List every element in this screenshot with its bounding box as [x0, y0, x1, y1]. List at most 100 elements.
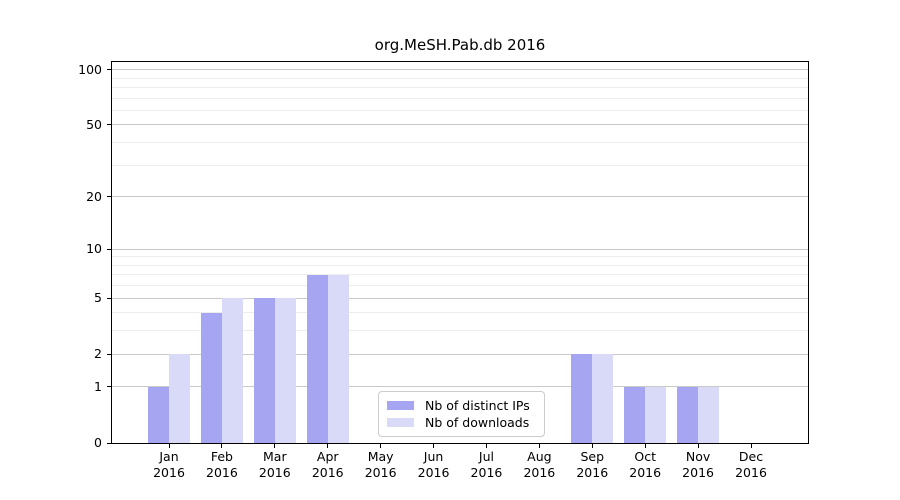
x-tick-year: 2016 [258, 465, 291, 480]
x-tick-year: 2016 [629, 465, 662, 480]
x-tick-mark [274, 444, 276, 448]
minor-gridline [112, 285, 808, 287]
minor-gridline [112, 264, 808, 266]
y-tick-mark [107, 196, 112, 198]
x-tick-label: May 2016 [365, 449, 397, 481]
x-tick-label: Jul 2016 [471, 449, 503, 481]
bar-distinct-ips [148, 386, 169, 443]
x-tick-month: Aug [527, 449, 552, 464]
minor-gridline [112, 164, 808, 166]
bar-downloads [592, 354, 614, 443]
x-tick-month: Mar [263, 449, 287, 464]
bar-distinct-ips [624, 386, 646, 443]
major-gridline [112, 248, 808, 250]
x-tick-year: 2016 [206, 465, 238, 480]
y-tick-label: 5 [94, 290, 102, 306]
bar-distinct-ips [677, 386, 699, 443]
x-tick-month: Nov [685, 449, 711, 464]
legend: Nb of distinct IPs Nb of downloads [378, 391, 545, 437]
x-tick-mark [591, 444, 593, 448]
x-tick-year: 2016 [523, 465, 556, 480]
y-tick-mark [107, 386, 112, 388]
plot-area [111, 61, 809, 444]
legend-label-downloads: Nb of downloads [425, 415, 530, 431]
x-tick-mark [644, 444, 646, 448]
major-gridline [112, 196, 808, 198]
y-tick-label: 10 [86, 241, 102, 256]
x-tick-label: Sep 2016 [576, 449, 608, 481]
x-tick-month: Sep [580, 449, 605, 464]
minor-gridline [112, 330, 808, 332]
x-tick-month: Oct [634, 449, 656, 464]
x-tick-year: 2016 [153, 465, 185, 480]
x-tick-month: Apr [316, 449, 339, 464]
bar-distinct-ips [306, 274, 328, 443]
x-tick-year: 2016 [735, 465, 767, 480]
x-tick-year: 2016 [417, 465, 450, 480]
x-tick-mark [168, 444, 170, 448]
y-tick-label: 100 [78, 61, 102, 77]
minor-gridline [112, 86, 808, 88]
x-tick-month: Dec [738, 449, 764, 464]
bar-distinct-ips [253, 298, 275, 443]
x-tick-year: 2016 [311, 465, 344, 480]
x-tick-mark [485, 444, 487, 448]
minor-gridline [112, 274, 808, 276]
minor-gridline [112, 109, 808, 111]
minor-gridline [112, 97, 808, 99]
y-tick-label: 0 [94, 435, 102, 450]
minor-gridline [112, 312, 808, 314]
bar-distinct-ips [200, 312, 222, 443]
x-tick-label: Jun 2016 [418, 449, 450, 481]
bar-distinct-ips [571, 354, 593, 443]
bar-downloads [645, 386, 667, 443]
legend-entry-downloads: Nb of downloads [387, 415, 536, 430]
major-gridline [112, 124, 808, 126]
major-gridline [112, 69, 808, 71]
x-tick-month: Feb [210, 449, 233, 464]
chart-title: org.MeSH.Pab.db 2016 [374, 36, 546, 54]
bar-downloads [698, 386, 720, 443]
bar-downloads [221, 298, 243, 443]
x-tick-mark [327, 444, 329, 448]
bar-downloads [169, 354, 190, 443]
y-tick-mark [107, 297, 112, 299]
x-tick-mark [433, 444, 435, 448]
x-tick-year: 2016 [364, 465, 397, 480]
x-tick-month: May [367, 449, 394, 464]
minor-gridline [112, 77, 808, 79]
x-tick-year: 2016 [682, 465, 714, 480]
x-tick-year: 2016 [470, 465, 503, 480]
x-tick-mark [697, 444, 699, 448]
x-tick-mark [221, 444, 223, 448]
x-tick-year: 2016 [576, 465, 609, 480]
legend-entry-distinct-ips: Nb of distinct IPs [387, 398, 536, 413]
legend-swatch-distinct-ips [387, 400, 414, 410]
x-tick-label: Apr 2016 [312, 449, 344, 481]
x-tick-label: Nov 2016 [682, 449, 714, 481]
x-tick-label: Feb 2016 [206, 449, 238, 481]
x-tick-month: Jun [423, 449, 444, 464]
bar-downloads [327, 274, 349, 443]
y-tick-label: 1 [94, 378, 102, 394]
y-tick-mark [107, 248, 112, 250]
minor-gridline [112, 142, 808, 144]
y-tick-label: 2 [94, 346, 102, 362]
y-tick-mark [107, 442, 112, 444]
y-tick-mark [107, 353, 112, 355]
x-tick-month: Jan [159, 449, 179, 464]
y-tick-label: 20 [86, 188, 102, 204]
x-tick-label: Jan 2016 [153, 449, 185, 481]
major-gridline [112, 297, 808, 299]
legend-swatch-downloads [387, 418, 414, 428]
x-tick-mark [380, 444, 382, 448]
x-tick-label: Oct 2016 [629, 449, 661, 481]
x-tick-label: Mar 2016 [259, 449, 291, 481]
x-tick-month: Jul [478, 449, 494, 464]
bar-downloads [274, 298, 296, 443]
y-tick-mark [107, 124, 112, 126]
x-tick-mark [538, 444, 540, 448]
minor-gridline [112, 256, 808, 258]
major-gridline [112, 386, 808, 388]
